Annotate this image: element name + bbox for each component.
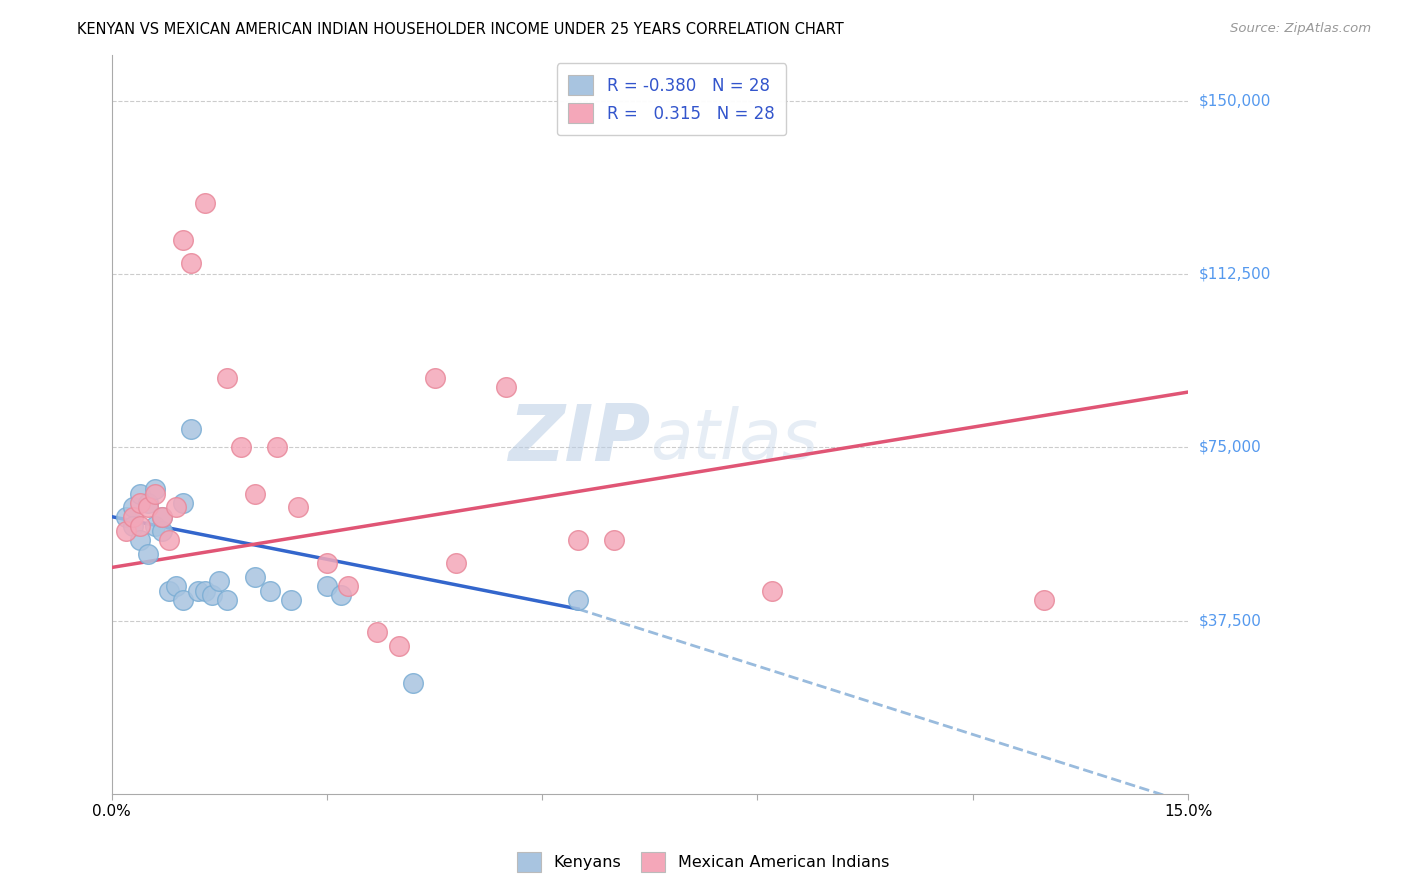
Point bbox=[402, 676, 425, 690]
Point bbox=[136, 496, 159, 510]
Point bbox=[245, 486, 267, 500]
Point bbox=[150, 509, 173, 524]
Point bbox=[316, 579, 339, 593]
Point bbox=[115, 509, 138, 524]
Point bbox=[603, 533, 626, 547]
Point bbox=[567, 533, 589, 547]
Point bbox=[122, 509, 145, 524]
Legend: Kenyans, Mexican American Indians: Kenyans, Mexican American Indians bbox=[509, 844, 897, 880]
Point bbox=[143, 482, 166, 496]
Point bbox=[194, 583, 217, 598]
Point bbox=[761, 583, 783, 598]
Point bbox=[366, 625, 388, 640]
Point bbox=[172, 592, 194, 607]
Point bbox=[215, 371, 238, 385]
Text: Source: ZipAtlas.com: Source: ZipAtlas.com bbox=[1230, 22, 1371, 36]
Point bbox=[266, 441, 288, 455]
Point bbox=[129, 486, 152, 500]
Point bbox=[567, 592, 589, 607]
Legend: R = -0.380   N = 28, R =   0.315   N = 28: R = -0.380 N = 28, R = 0.315 N = 28 bbox=[557, 63, 786, 135]
Point bbox=[444, 556, 467, 570]
Point bbox=[157, 533, 180, 547]
Point bbox=[165, 500, 187, 515]
Text: KENYAN VS MEXICAN AMERICAN INDIAN HOUSEHOLDER INCOME UNDER 25 YEARS CORRELATION : KENYAN VS MEXICAN AMERICAN INDIAN HOUSEH… bbox=[77, 22, 844, 37]
Point bbox=[287, 500, 309, 515]
Point bbox=[229, 441, 252, 455]
Point bbox=[143, 486, 166, 500]
Point bbox=[136, 500, 159, 515]
Point bbox=[150, 524, 173, 538]
Text: $112,500: $112,500 bbox=[1199, 267, 1271, 282]
Point bbox=[388, 639, 411, 653]
Point bbox=[150, 509, 173, 524]
Point bbox=[423, 371, 446, 385]
Point bbox=[129, 533, 152, 547]
Point bbox=[143, 519, 166, 533]
Point bbox=[115, 524, 138, 538]
Point bbox=[129, 519, 152, 533]
Point bbox=[122, 500, 145, 515]
Point bbox=[165, 579, 187, 593]
Point bbox=[330, 588, 353, 602]
Point bbox=[259, 583, 281, 598]
Point bbox=[1033, 592, 1056, 607]
Point bbox=[208, 574, 231, 589]
Text: ZIP: ZIP bbox=[508, 401, 650, 477]
Point bbox=[172, 233, 194, 247]
Point bbox=[172, 496, 194, 510]
Point bbox=[495, 380, 517, 394]
Point bbox=[337, 579, 360, 593]
Point bbox=[122, 519, 145, 533]
Text: $37,500: $37,500 bbox=[1199, 613, 1263, 628]
Point bbox=[180, 256, 202, 270]
Point bbox=[180, 422, 202, 436]
Text: atlas: atlas bbox=[650, 406, 818, 473]
Point bbox=[129, 496, 152, 510]
Point bbox=[280, 592, 302, 607]
Point bbox=[215, 592, 238, 607]
Point bbox=[201, 588, 224, 602]
Point bbox=[316, 556, 339, 570]
Text: $75,000: $75,000 bbox=[1199, 440, 1261, 455]
Point bbox=[245, 570, 267, 584]
Point bbox=[187, 583, 209, 598]
Text: $150,000: $150,000 bbox=[1199, 94, 1271, 109]
Point bbox=[157, 583, 180, 598]
Point bbox=[136, 547, 159, 561]
Point bbox=[194, 195, 217, 210]
